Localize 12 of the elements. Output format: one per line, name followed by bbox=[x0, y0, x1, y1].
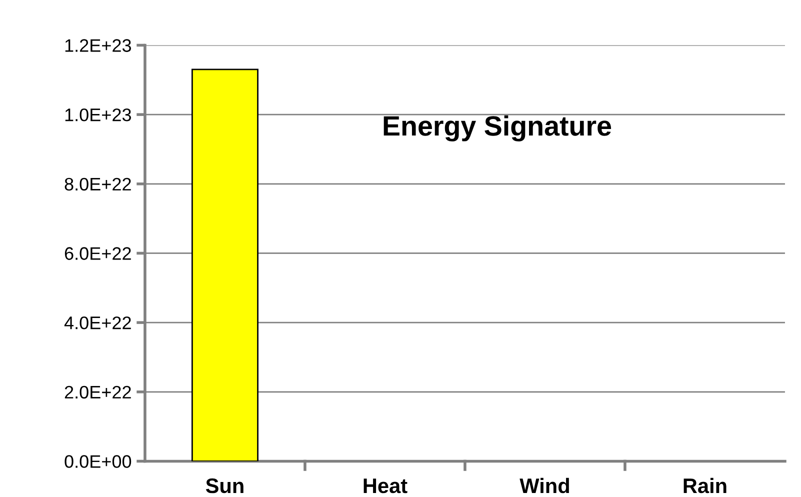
x-tick-label: Heat bbox=[364, 478, 408, 494]
y-tick-label: 1.2E+23 bbox=[65, 39, 131, 52]
x-tick-label: Rain bbox=[684, 478, 726, 494]
y-tick-label: 8.0E+22 bbox=[64, 178, 131, 191]
y-tick-label: 1.0E+23 bbox=[65, 108, 131, 122]
y-tick-label: 4.0E+22 bbox=[64, 316, 131, 330]
y-tick-label: 0.0E+00 bbox=[64, 455, 132, 468]
text: Energy Signature bbox=[384, 115, 612, 142]
x-tick-label: Wind bbox=[520, 478, 569, 494]
y-tick-label: 2.0E+22 bbox=[64, 386, 131, 399]
y-tick-label: 6.0E+22 bbox=[64, 247, 131, 260]
x-tick-label: Sun bbox=[206, 478, 244, 494]
